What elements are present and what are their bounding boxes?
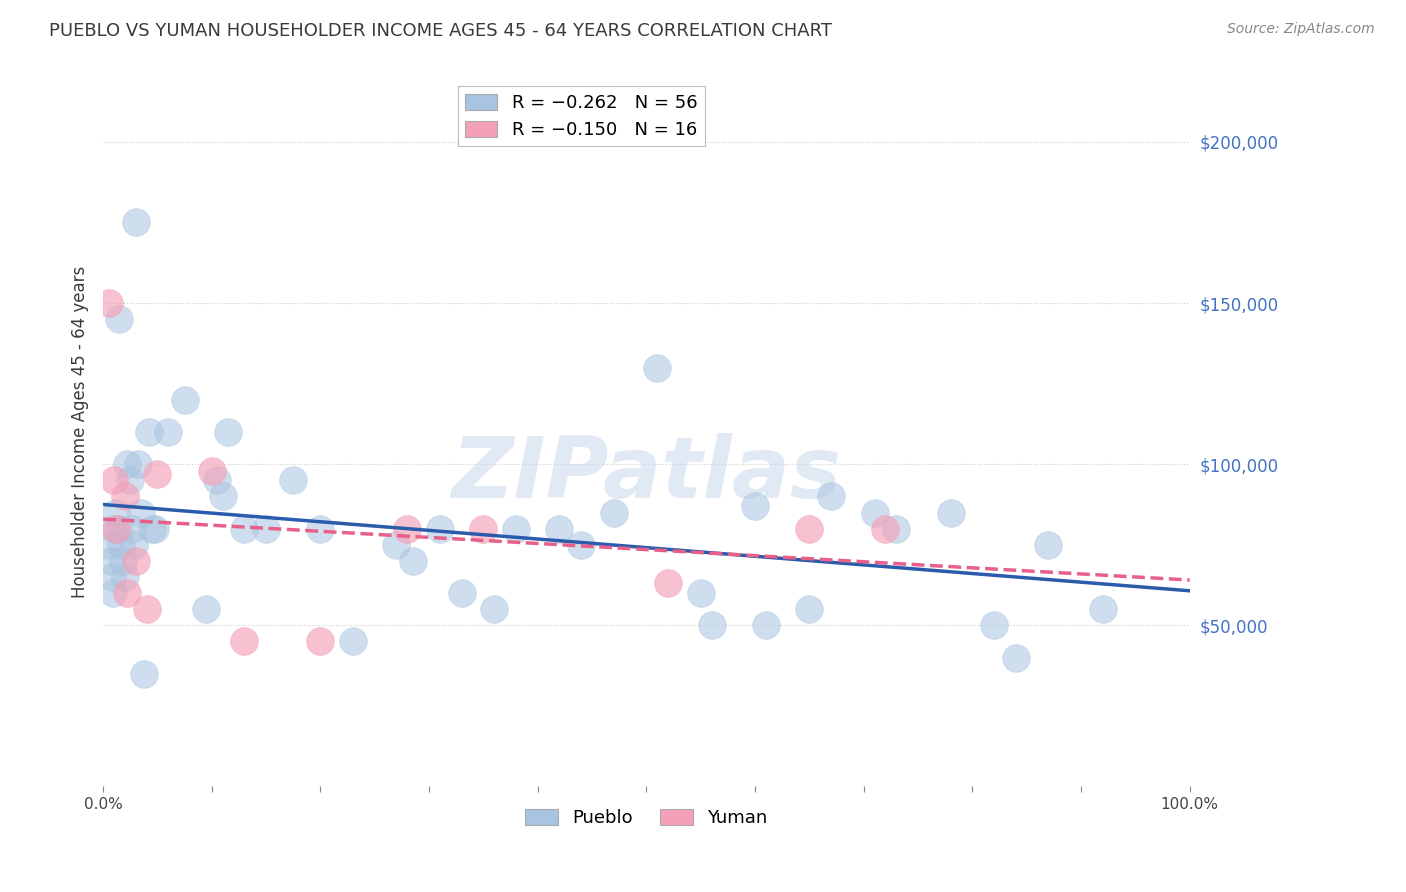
Point	[138, 425, 160, 439]
Point	[1038, 538, 1060, 552]
Point	[309, 522, 332, 536]
Point	[120, 473, 142, 487]
Point	[211, 490, 233, 504]
Legend: Pueblo, Yuman: Pueblo, Yuman	[519, 802, 775, 834]
Point	[100, 554, 122, 568]
Point	[799, 522, 821, 536]
Point	[103, 522, 125, 536]
Point	[863, 506, 886, 520]
Point	[1091, 602, 1114, 616]
Point	[875, 522, 897, 536]
Point	[125, 215, 148, 229]
Point	[1004, 650, 1026, 665]
Point	[195, 602, 218, 616]
Point	[283, 473, 305, 487]
Point	[105, 522, 128, 536]
Text: ZIPatlas: ZIPatlas	[451, 433, 842, 516]
Point	[143, 522, 166, 536]
Point	[101, 586, 124, 600]
Text: Source: ZipAtlas.com: Source: ZipAtlas.com	[1227, 22, 1375, 37]
Point	[700, 618, 723, 632]
Point	[114, 570, 136, 584]
Point	[97, 538, 120, 552]
Point	[114, 490, 136, 504]
Point	[135, 602, 157, 616]
Point	[429, 522, 451, 536]
Point	[484, 602, 506, 616]
Point	[472, 522, 495, 536]
Point	[129, 506, 152, 520]
Point	[396, 522, 419, 536]
Point	[105, 506, 128, 520]
Point	[101, 570, 124, 584]
Point	[689, 586, 711, 600]
Point	[799, 602, 821, 616]
Point	[233, 522, 256, 536]
Point	[134, 666, 156, 681]
Point	[110, 538, 132, 552]
Point	[121, 522, 143, 536]
Point	[744, 499, 766, 513]
Point	[657, 576, 679, 591]
Point	[233, 634, 256, 648]
Point	[217, 425, 239, 439]
Point	[125, 554, 148, 568]
Point	[939, 506, 962, 520]
Point	[127, 457, 149, 471]
Point	[141, 522, 163, 536]
Point	[201, 464, 224, 478]
Point	[569, 538, 592, 552]
Point	[146, 467, 169, 481]
Point	[254, 522, 277, 536]
Point	[450, 586, 472, 600]
Point	[115, 457, 138, 471]
Text: PUEBLO VS YUMAN HOUSEHOLDER INCOME AGES 45 - 64 YEARS CORRELATION CHART: PUEBLO VS YUMAN HOUSEHOLDER INCOME AGES …	[49, 22, 832, 40]
Point	[115, 586, 138, 600]
Point	[97, 296, 120, 310]
Point	[983, 618, 1005, 632]
Point	[205, 473, 228, 487]
Point	[548, 522, 571, 536]
Point	[173, 392, 195, 407]
Point	[108, 522, 131, 536]
Point	[342, 634, 364, 648]
Point	[309, 634, 332, 648]
Point	[645, 360, 668, 375]
Point	[603, 506, 626, 520]
Point	[108, 312, 131, 326]
Point	[884, 522, 907, 536]
Y-axis label: Householder Income Ages 45 - 64 years: Householder Income Ages 45 - 64 years	[72, 266, 89, 598]
Point	[122, 538, 145, 552]
Point	[755, 618, 778, 632]
Point	[505, 522, 527, 536]
Point	[402, 554, 425, 568]
Point	[385, 538, 408, 552]
Point	[111, 554, 134, 568]
Point	[820, 490, 842, 504]
Point	[103, 473, 125, 487]
Point	[157, 425, 180, 439]
